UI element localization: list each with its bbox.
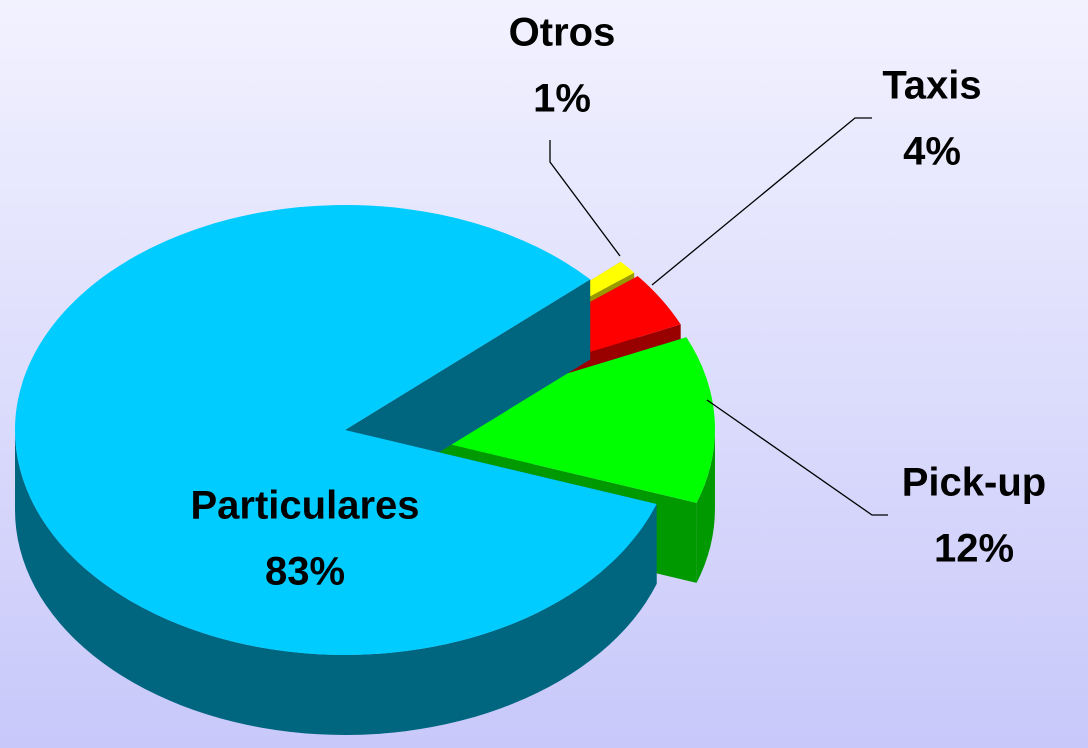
slice [14,204,657,655]
leader-line [706,399,888,516]
value-label: 83% [265,550,345,594]
category-label: Taxis [882,64,981,108]
value-label: 1% [533,77,591,121]
slice-side [696,428,715,583]
leader-line [651,117,872,286]
leader-line [549,140,621,257]
category-label: Otros [509,11,616,55]
slice [384,337,715,503]
value-label: 12% [934,527,1014,571]
slice-side [15,430,657,735]
category-label: Particulares [190,484,419,528]
value-label: 4% [903,130,961,174]
category-label: Pick-up [902,461,1046,505]
